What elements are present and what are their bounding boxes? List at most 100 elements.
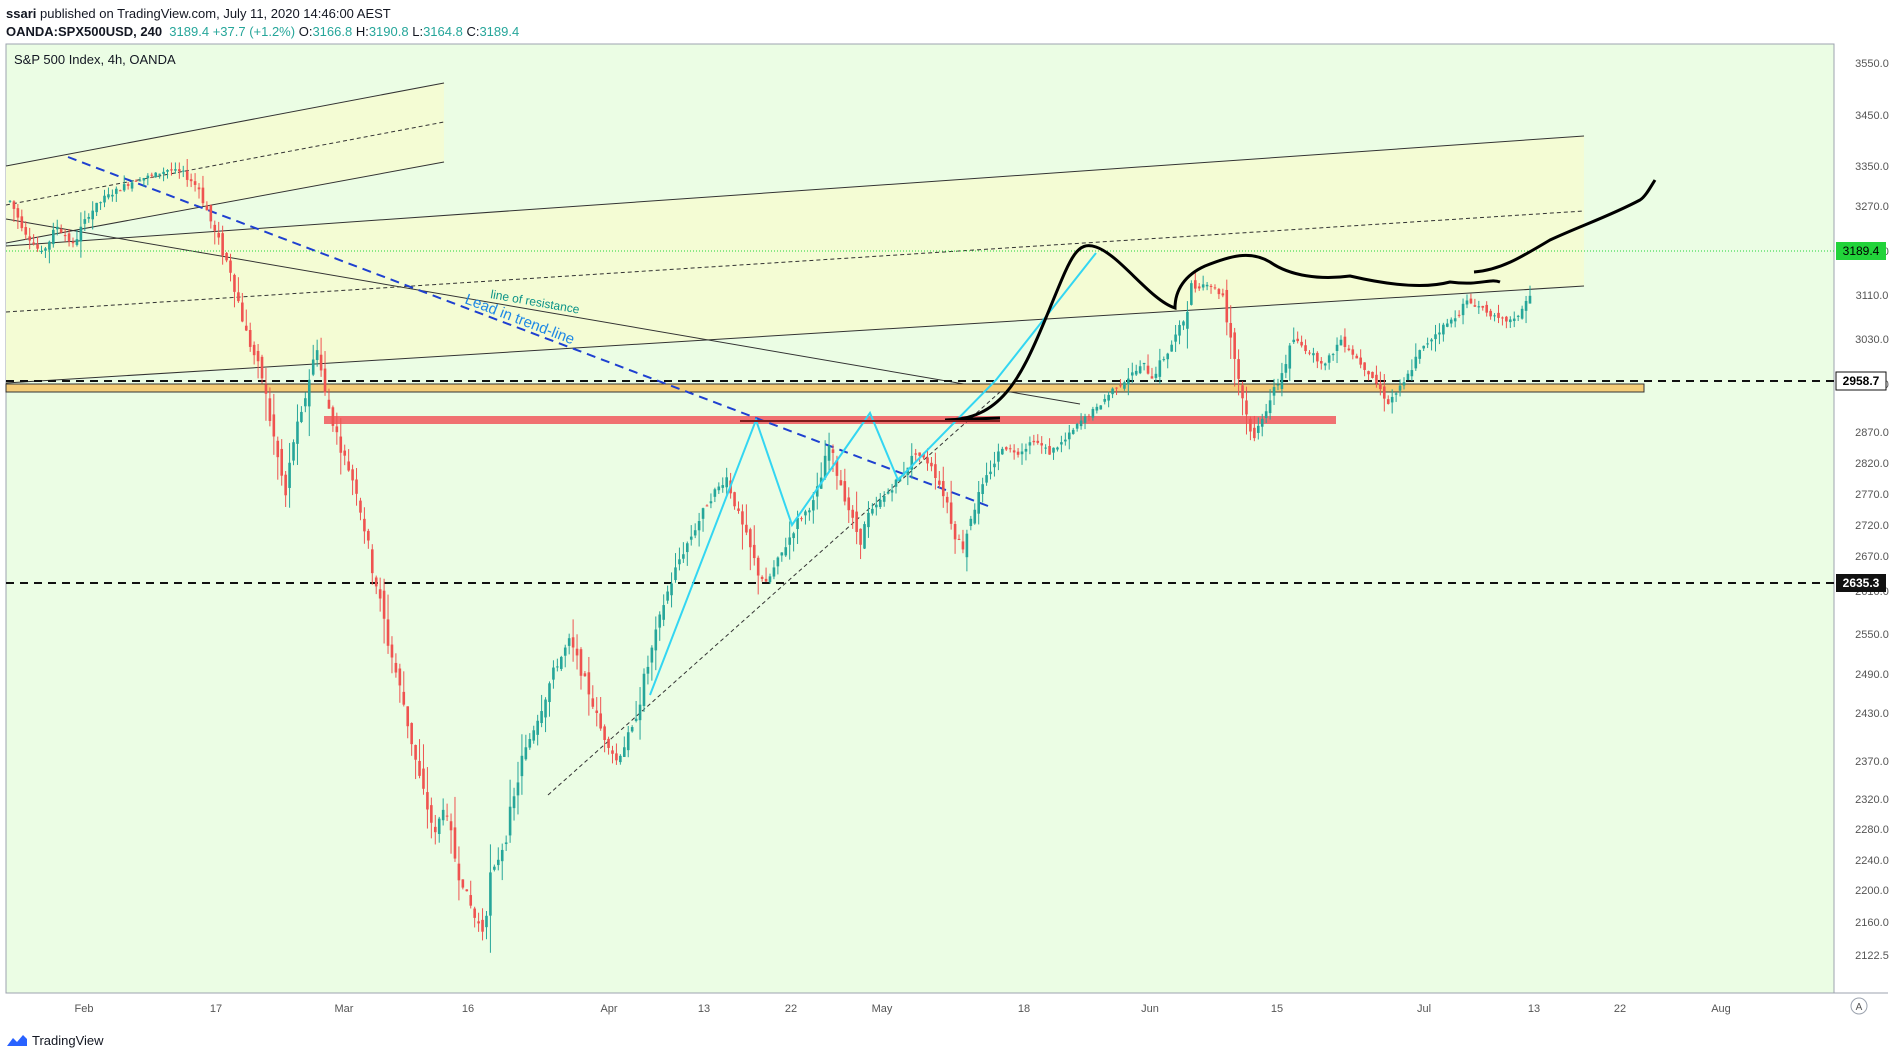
candle-body[interactable] xyxy=(465,889,469,892)
candle-body[interactable] xyxy=(268,398,272,421)
candle-body[interactable] xyxy=(520,755,524,777)
candle-body[interactable] xyxy=(1375,374,1378,384)
candle-body[interactable] xyxy=(1193,280,1197,289)
candle-body[interactable] xyxy=(1465,300,1469,305)
candle-body[interactable] xyxy=(1280,373,1284,390)
candle-body[interactable] xyxy=(737,508,740,511)
candle-body[interactable] xyxy=(1012,450,1016,453)
candle-body[interactable] xyxy=(595,710,599,714)
candle-body[interactable] xyxy=(591,698,595,707)
candle-body[interactable] xyxy=(945,496,949,503)
candle-body[interactable] xyxy=(351,469,354,481)
candle-body[interactable] xyxy=(1138,366,1142,374)
projection-curve-2[interactable] xyxy=(1473,179,1657,274)
candle-body[interactable] xyxy=(1323,363,1327,366)
candle-body[interactable] xyxy=(1453,318,1457,322)
candle-body[interactable] xyxy=(575,648,579,656)
candle-body[interactable] xyxy=(1394,393,1398,395)
candle-body[interactable] xyxy=(1201,284,1205,288)
candle-body[interactable] xyxy=(993,463,996,468)
candle-body[interactable] xyxy=(496,859,500,866)
candle-body[interactable] xyxy=(1213,287,1217,289)
candle-body[interactable] xyxy=(863,524,866,549)
candle-body[interactable] xyxy=(1103,398,1107,402)
candle-body[interactable] xyxy=(1430,339,1433,342)
candle-body[interactable] xyxy=(276,440,280,458)
candle-body[interactable] xyxy=(1004,447,1008,450)
candle-body[interactable] xyxy=(1001,448,1004,455)
candle-body[interactable] xyxy=(162,171,165,175)
candle-body[interactable] xyxy=(1363,362,1366,370)
candle-body[interactable] xyxy=(1123,382,1126,389)
candle-body[interactable] xyxy=(697,520,701,531)
candle-body[interactable] xyxy=(1485,304,1488,313)
candle-body[interactable] xyxy=(563,647,567,656)
candle-body[interactable] xyxy=(851,509,854,518)
candle-body[interactable] xyxy=(83,219,87,224)
candle-body[interactable] xyxy=(559,656,563,669)
candle-body[interactable] xyxy=(587,672,591,695)
candle-body[interactable] xyxy=(473,908,476,918)
candle-body[interactable] xyxy=(241,302,244,322)
candle-body[interactable] xyxy=(1288,345,1292,369)
candle-body[interactable] xyxy=(508,806,512,836)
candle-body[interactable] xyxy=(288,462,291,488)
candle-body[interactable] xyxy=(741,511,744,525)
candle-body[interactable] xyxy=(323,368,327,393)
candle-body[interactable] xyxy=(1008,448,1012,450)
candle-body[interactable] xyxy=(567,638,571,646)
footer-brand[interactable]: TradingView xyxy=(32,1032,104,1048)
candle-body[interactable] xyxy=(1276,384,1280,386)
candle-body[interactable] xyxy=(918,452,921,456)
candle-body[interactable] xyxy=(812,500,815,511)
candle-body[interactable] xyxy=(603,726,606,740)
candle-body[interactable] xyxy=(1197,286,1201,289)
candle-body[interactable] xyxy=(619,755,622,763)
candle-body[interactable] xyxy=(481,919,484,932)
candle-body[interactable] xyxy=(311,359,315,375)
candle-body[interactable] xyxy=(154,172,157,178)
candle-body[interactable] xyxy=(181,170,185,172)
candle-body[interactable] xyxy=(185,171,189,180)
candle-body[interactable] xyxy=(500,849,504,862)
candle-body[interactable] xyxy=(422,768,425,789)
symbol-label[interactable]: OANDA:SPX500USD, 240 xyxy=(6,24,163,39)
candle-body[interactable] xyxy=(953,524,957,540)
candle-body[interactable] xyxy=(638,704,642,721)
candle-body[interactable] xyxy=(910,455,914,470)
candle-body[interactable] xyxy=(370,549,374,574)
candle-body[interactable] xyxy=(406,706,410,727)
candle-body[interactable] xyxy=(441,809,445,821)
candle-body[interactable] xyxy=(682,554,685,559)
candle-body[interactable] xyxy=(768,576,772,583)
candle-body[interactable] xyxy=(1083,416,1087,423)
candle-body[interactable] xyxy=(930,462,933,467)
candle-body[interactable] xyxy=(997,451,1000,462)
candle-body[interactable] xyxy=(170,169,173,171)
candle-body[interactable] xyxy=(40,251,43,253)
candle-body[interactable] xyxy=(678,559,681,565)
candle-body[interactable] xyxy=(1383,386,1386,399)
candle-body[interactable] xyxy=(1253,427,1256,439)
candle-body[interactable] xyxy=(871,508,874,514)
candle-body[interactable] xyxy=(1410,370,1414,377)
candle-body[interactable] xyxy=(749,529,752,548)
candle-body[interactable] xyxy=(882,496,886,502)
candle-body[interactable] xyxy=(934,464,937,479)
candle-body[interactable] xyxy=(1386,399,1390,404)
candle-body[interactable] xyxy=(1371,371,1374,378)
wide-channel-upper[interactable] xyxy=(5,135,1585,247)
candle-body[interactable] xyxy=(63,234,67,237)
candle-body[interactable] xyxy=(363,518,366,532)
candle-body[interactable] xyxy=(307,379,311,407)
candle-body[interactable] xyxy=(489,872,492,916)
candle-body[interactable] xyxy=(1209,285,1213,287)
candle-body[interactable] xyxy=(1032,440,1036,443)
candle-body[interactable] xyxy=(225,252,228,261)
candle-body[interactable] xyxy=(772,567,776,577)
candle-body[interactable] xyxy=(1473,305,1477,307)
candle-body[interactable] xyxy=(32,242,35,244)
resistance-line[interactable] xyxy=(5,218,1081,405)
candle-body[interactable] xyxy=(292,442,295,461)
candle-body[interactable] xyxy=(1264,411,1268,418)
